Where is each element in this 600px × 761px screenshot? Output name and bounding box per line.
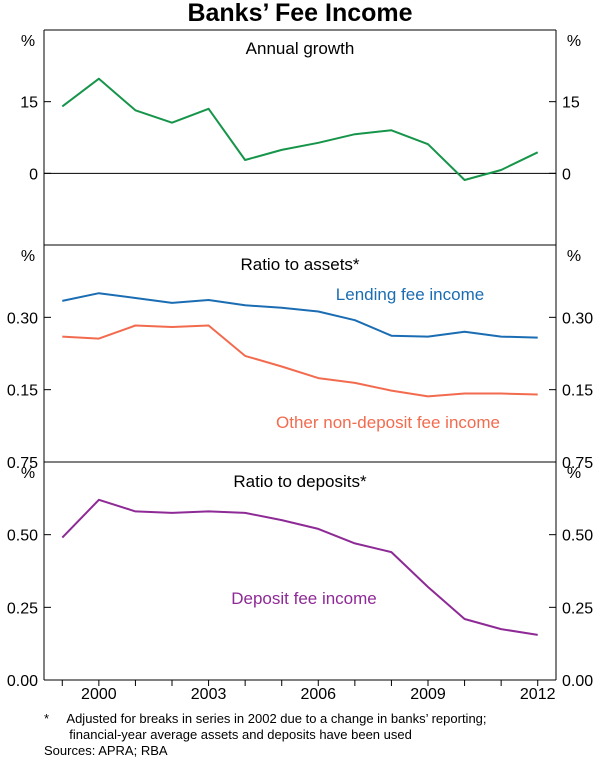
series-line <box>62 292 538 339</box>
series-line <box>61 77 539 181</box>
y-unit-label: % <box>21 248 35 265</box>
y-tick-label: 0.25 <box>562 600 593 617</box>
y-unit-label: % <box>567 465 581 482</box>
x-tick-label: 2003 <box>191 686 227 703</box>
footnote-line: * Adjusted for breaks in series in 2002 … <box>44 711 487 726</box>
y-unit-label: % <box>21 465 35 482</box>
y-tick-label: 0 <box>29 166 38 183</box>
footnote-line: financial-year average assets and deposi… <box>44 727 412 742</box>
panel-growth: % % 0 0 15 15 Annual growth <box>20 29 581 245</box>
y-tick-label: 0.00 <box>562 673 593 690</box>
series-label: Deposit fee income <box>231 589 377 608</box>
y-unit-label: % <box>567 248 581 265</box>
y-tick-label: 0 <box>562 166 571 183</box>
y-tick-label: 0.75 <box>7 455 38 472</box>
y-tick-label: 0.50 <box>7 528 38 545</box>
y-tick-label: 0.25 <box>7 600 38 617</box>
series-label: Lending fee income <box>336 285 484 304</box>
x-tick-label: 2006 <box>300 686 336 703</box>
chart-panels: % % 0 0 15 15 Annual growth% % 0.15 0.15 0.30 0.30 R… <box>7 29 593 690</box>
sources-note: Sources: APRA; RBA <box>44 743 168 758</box>
x-tick-label: 2009 <box>410 686 446 703</box>
y-unit-label: % <box>567 33 581 50</box>
x-tick-label: 2000 <box>81 686 117 703</box>
y-tick-label: 0.30 <box>562 310 593 327</box>
y-tick-label: 0.50 <box>562 528 593 545</box>
series-label: Other non-deposit fee income <box>276 413 500 432</box>
y-tick-label: 0.00 <box>7 673 38 690</box>
panel-title: Annual growth <box>246 39 355 58</box>
panel-deposits: % % 0.00 0.00 0.25 0.25 0.50 0.50 0.75 0.75 Ratio … <box>7 455 593 690</box>
y-tick-label: 0.30 <box>7 310 38 327</box>
x-axis: 2000 2003 2006 2009 2012 <box>44 679 556 703</box>
y-unit-label: % <box>21 33 35 50</box>
series-line <box>61 498 538 636</box>
panel-title: Ratio to deposits* <box>233 472 367 491</box>
panel-title: Ratio to assets* <box>240 255 359 274</box>
series-line <box>62 324 538 398</box>
y-tick-label: 0.15 <box>7 383 38 400</box>
y-tick-label: 15 <box>562 95 580 112</box>
y-tick-label: 0.15 <box>562 383 593 400</box>
y-tick-label: 15 <box>20 95 38 112</box>
x-tick-label: 2012 <box>520 686 556 703</box>
y-tick-label: 0.75 <box>562 455 593 472</box>
panel-assets: % % 0.15 0.15 0.30 0.30 Ratio to assets* Lendin… <box>7 244 593 462</box>
chart-title: Banks’ Fee Income <box>187 0 412 27</box>
